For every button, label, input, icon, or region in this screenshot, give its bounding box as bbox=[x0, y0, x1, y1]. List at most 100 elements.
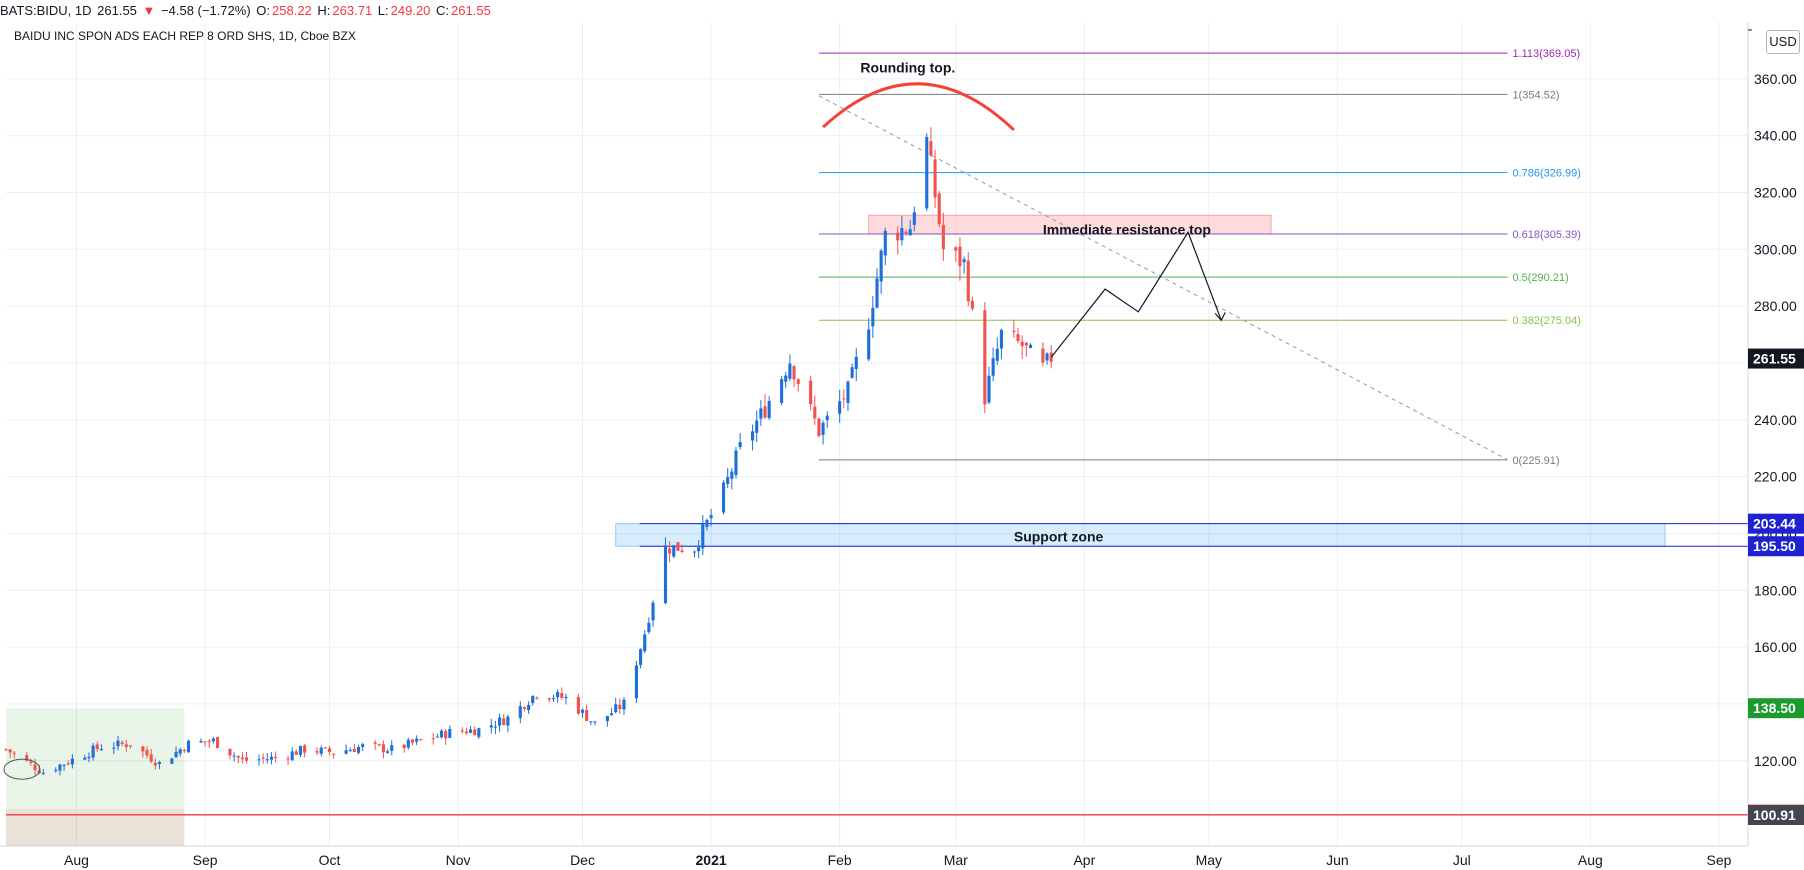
candle-body bbox=[116, 740, 120, 747]
time-tick-label: Jun bbox=[1326, 852, 1349, 868]
candle-body bbox=[929, 141, 933, 156]
candle-body bbox=[439, 730, 444, 738]
candle-body bbox=[850, 367, 854, 378]
support-zone-label: Support zone bbox=[1014, 528, 1104, 544]
candle-body bbox=[767, 400, 771, 418]
candle-body bbox=[647, 622, 651, 633]
candle-body bbox=[680, 550, 684, 553]
candle-body bbox=[875, 278, 879, 308]
time-tick-label: Feb bbox=[828, 852, 852, 868]
price-tick-label: 160.00 bbox=[1754, 639, 1797, 655]
symbol-label[interactable]: BATS:BIDU, 1D bbox=[0, 3, 92, 18]
candle-body bbox=[970, 300, 974, 309]
candle-body bbox=[448, 728, 452, 738]
candle-body bbox=[1045, 353, 1049, 361]
candle-body bbox=[813, 406, 817, 419]
price-label-box bbox=[1748, 536, 1804, 557]
candle-body bbox=[419, 739, 423, 741]
candle-body bbox=[609, 713, 614, 716]
candle-body bbox=[332, 753, 336, 755]
price-tick-label: 220.00 bbox=[1754, 469, 1797, 485]
candle-body bbox=[904, 231, 908, 234]
green-highlight-zone bbox=[6, 708, 185, 846]
candle-body bbox=[962, 259, 966, 263]
down-arrow-icon: ▼ bbox=[142, 3, 156, 18]
time-tick-label: Jul bbox=[1453, 852, 1471, 868]
candle-body bbox=[274, 756, 278, 758]
time-tick-label: 2021 bbox=[696, 852, 727, 868]
candle-body bbox=[705, 519, 709, 528]
candle-body bbox=[502, 718, 506, 726]
price-label-text: 261.55 bbox=[1753, 351, 1796, 367]
price-label-text: 203.44 bbox=[1753, 516, 1796, 532]
candle-body bbox=[348, 749, 352, 752]
candle-body bbox=[58, 764, 62, 771]
candle-body bbox=[29, 761, 33, 763]
candle-body bbox=[614, 704, 618, 712]
price-tick-label: 320.00 bbox=[1754, 184, 1797, 200]
candle-body bbox=[580, 709, 585, 713]
candle-body bbox=[796, 379, 800, 384]
candle-body bbox=[651, 602, 655, 621]
candle-body bbox=[755, 420, 759, 433]
candle-body bbox=[4, 749, 8, 751]
candle-body bbox=[821, 422, 825, 435]
candle-body bbox=[124, 744, 128, 748]
high-label: H: bbox=[317, 3, 331, 18]
candle-body bbox=[1041, 348, 1045, 363]
rounding-top-arc bbox=[822, 82, 1015, 132]
price-label-text: 100.91 bbox=[1753, 807, 1796, 823]
price-chart[interactable]: 1.113(369.05) 1(354.52) 0.786(326.99) 0.618… bbox=[0, 22, 1804, 870]
time-tick-label: Aug bbox=[1578, 852, 1603, 868]
candle-body bbox=[734, 450, 738, 476]
candle-body bbox=[937, 193, 941, 225]
candle-body bbox=[560, 693, 564, 698]
candle-body bbox=[1012, 330, 1016, 333]
price-tick-label: 340.00 bbox=[1754, 128, 1797, 144]
candle-body bbox=[506, 716, 510, 726]
time-tick-label: Oct bbox=[319, 852, 341, 868]
candle-body bbox=[99, 748, 103, 751]
candle-body bbox=[995, 348, 999, 361]
candle-body bbox=[315, 751, 319, 753]
price-change: −4.58 (−1.72%) bbox=[161, 3, 251, 18]
candle-body bbox=[668, 548, 672, 554]
candle-body bbox=[12, 752, 16, 754]
candle-body bbox=[900, 228, 904, 241]
candle-body bbox=[386, 751, 390, 753]
candle-body bbox=[780, 379, 784, 403]
low-value: 249.20 bbox=[390, 3, 431, 18]
candle-body bbox=[983, 310, 987, 405]
candle-body bbox=[290, 751, 294, 761]
candle-body bbox=[838, 401, 842, 414]
candle-body bbox=[883, 230, 887, 256]
candle-body bbox=[286, 758, 290, 760]
price-label-box bbox=[1748, 805, 1804, 826]
currency-button[interactable]: USD bbox=[1766, 30, 1800, 54]
candle-body bbox=[25, 755, 29, 761]
candle-body bbox=[991, 358, 995, 376]
open-value: 258.22 bbox=[272, 3, 312, 18]
candle-body bbox=[356, 746, 361, 753]
high-value: 263.71 bbox=[332, 3, 373, 18]
candle-body bbox=[759, 408, 763, 419]
price-tick-label: 240.00 bbox=[1754, 412, 1797, 428]
candle-body bbox=[468, 729, 473, 733]
candle-body bbox=[788, 363, 792, 379]
candle-body bbox=[95, 744, 99, 750]
candle-body bbox=[149, 754, 153, 762]
fib-level-label: 0.382(275.04) bbox=[1512, 315, 1581, 327]
low-label: L: bbox=[377, 3, 389, 18]
candle-body bbox=[361, 744, 365, 748]
time-tick-label: Nov bbox=[446, 852, 471, 868]
candle-body bbox=[489, 725, 493, 728]
candle-body bbox=[817, 418, 821, 437]
candle-body bbox=[498, 717, 502, 726]
candle-body bbox=[62, 764, 66, 766]
circle-annotation bbox=[3, 758, 41, 780]
candle-body bbox=[672, 545, 676, 557]
candle-body bbox=[344, 750, 348, 754]
price-label-box bbox=[1748, 698, 1804, 719]
candle-body bbox=[854, 356, 858, 369]
candle-body bbox=[112, 747, 116, 749]
